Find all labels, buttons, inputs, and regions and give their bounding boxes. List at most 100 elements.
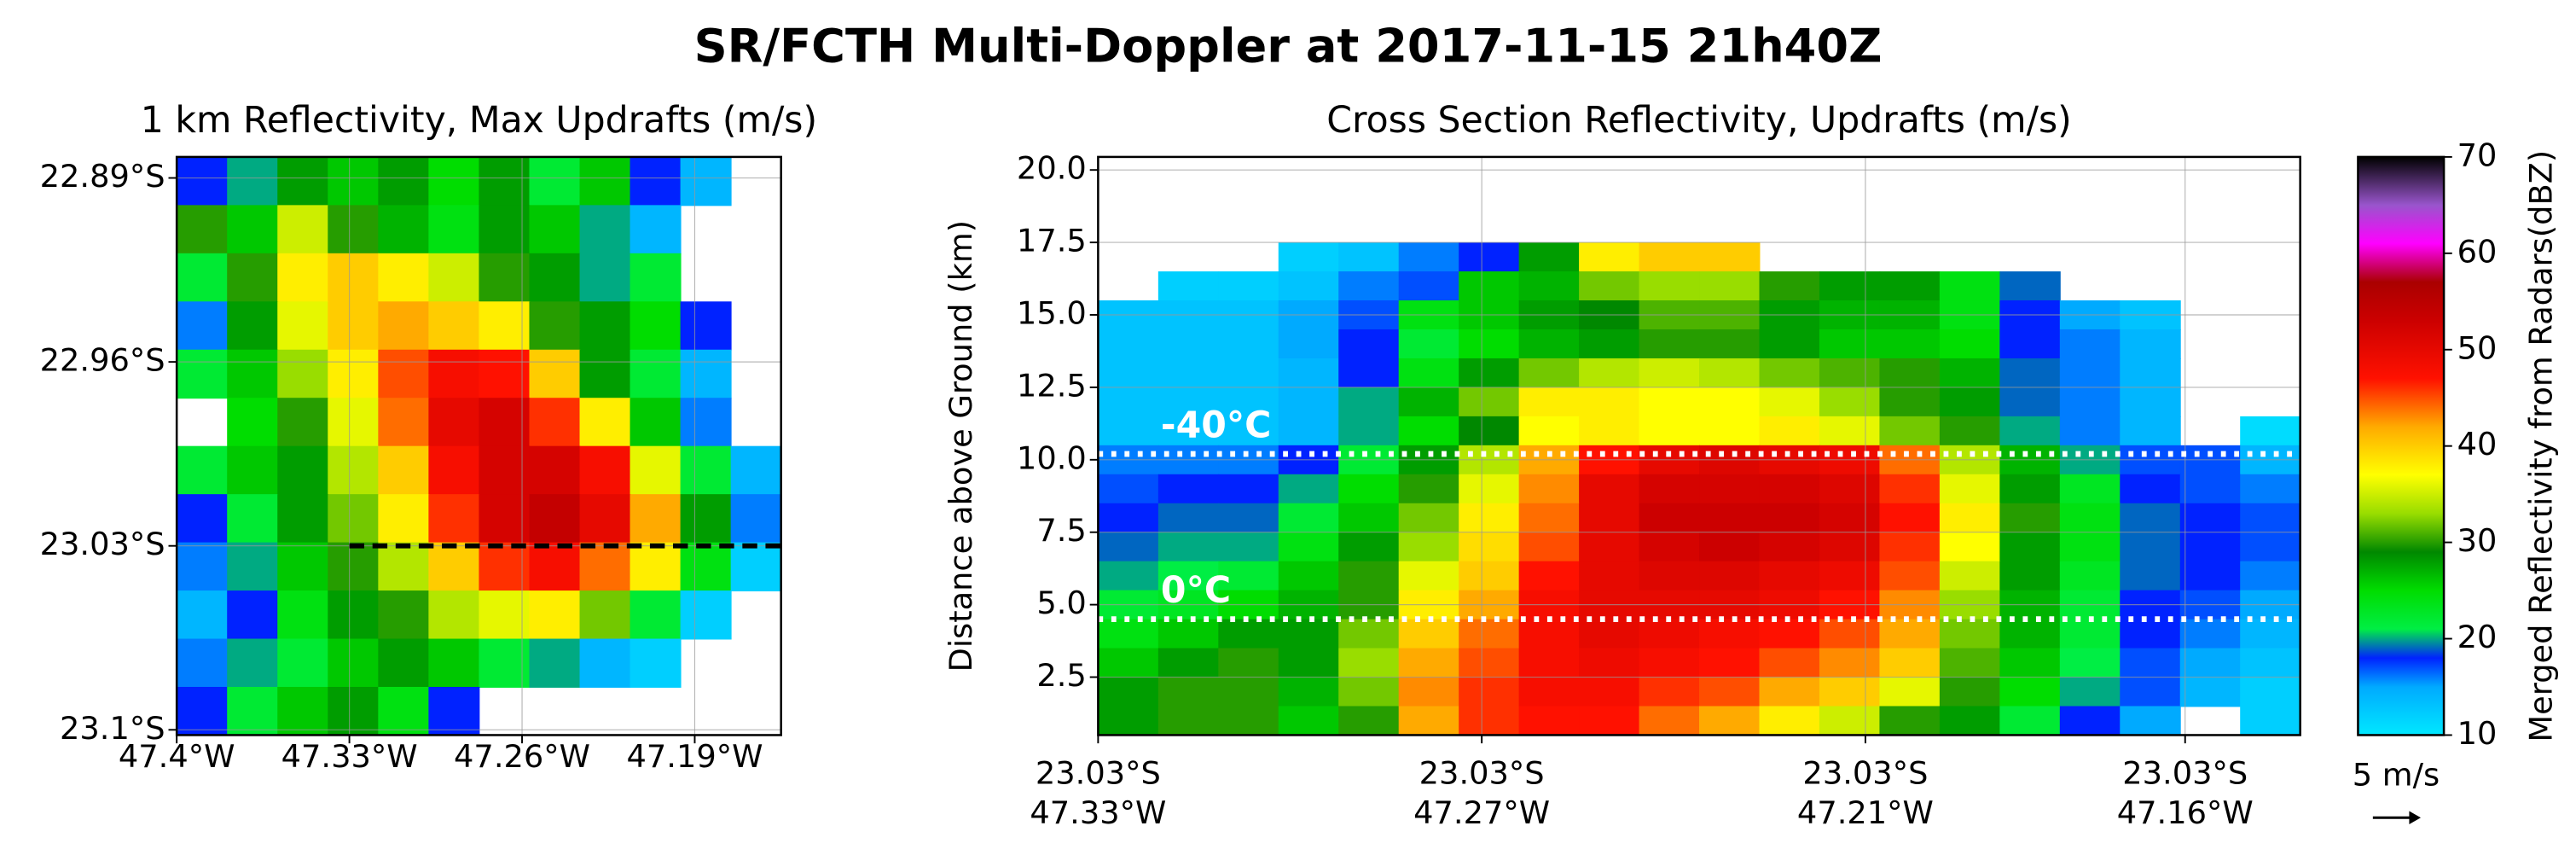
heatmap-cell: [428, 445, 480, 496]
heatmap-cell: [1939, 619, 2001, 649]
heatmap-cell: [1398, 648, 1460, 678]
heatmap-cell: [378, 301, 430, 351]
heatmap-cell: [1157, 706, 1220, 736]
heatmap-cell: [1819, 648, 1881, 678]
heatmap-cell: [328, 638, 380, 688]
heatmap-cell: [1639, 329, 1700, 359]
heatmap-cell: [2179, 474, 2242, 504]
heatmap-cell: [1819, 677, 1881, 707]
heatmap-cell: [277, 156, 329, 206]
heatmap-cell: [1098, 532, 1159, 562]
heatmap-cell: [1459, 416, 1520, 446]
heatmap-cell: [479, 398, 531, 447]
heatmap-cell: [1879, 358, 1941, 388]
heatmap-cell: [1759, 648, 1820, 678]
heatmap-cell: [1398, 503, 1460, 533]
heatmap-cell: [1398, 242, 1460, 273]
heatmap-cell: [227, 301, 279, 351]
heatmap-cell: [2120, 329, 2181, 359]
heatmap-cell: [479, 590, 531, 640]
heatmap-cell: [629, 301, 682, 351]
heatmap-cell: [1639, 387, 1700, 417]
heatmap-cell: [1278, 561, 1340, 591]
heatmap-cell: [1398, 706, 1460, 736]
heatmap-cell: [1699, 619, 1761, 649]
figure-title: SR/FCTH Multi-Doppler at 2017-11-15 21h4…: [694, 20, 1883, 73]
heatmap-cell: [177, 205, 229, 254]
heatmap-cell: [1759, 387, 1820, 417]
heatmap-cell: [1639, 271, 1700, 301]
heatmap-cell: [680, 398, 732, 447]
heatmap-cell: [378, 590, 430, 640]
heatmap-cell: [479, 301, 531, 351]
heatmap-cell: [378, 686, 430, 736]
heatmap-cell: [529, 445, 581, 496]
heatmap-cell: [1459, 358, 1520, 388]
heatmap-cell: [579, 156, 631, 206]
heatmap-cell: [579, 301, 631, 351]
heatmap-cell: [1819, 503, 1881, 533]
section-title: Cross Section Reflectivity, Updrafts (m/…: [1326, 99, 2071, 142]
heatmap-cell: [1759, 416, 1820, 446]
heatmap-cell: [1459, 329, 1520, 359]
heatmap-cell: [1459, 561, 1520, 591]
heatmap-cell: [1157, 619, 1220, 649]
heatmap-cell: [2059, 387, 2121, 417]
heatmap-cell: [1579, 619, 1640, 649]
heatmap-cell: [2120, 677, 2181, 707]
heatmap-cell: [479, 445, 531, 496]
y-tick-label: 15.0: [1017, 295, 1087, 332]
heatmap-cell: [2120, 532, 2181, 562]
x-tick-label: 47.4°W: [119, 738, 235, 775]
heatmap-cell: [1218, 503, 1279, 533]
heatmap-cell: [629, 494, 682, 544]
heatmap-cell: [2240, 532, 2301, 562]
heatmap-cell: [328, 349, 380, 399]
heatmap-cell: [529, 253, 581, 303]
heatmap-cell: [378, 494, 430, 544]
heatmap-cell: [1759, 561, 1820, 591]
heatmap-cell: [1157, 271, 1220, 301]
heatmap-cell: [1338, 474, 1400, 504]
heatmap-cell: [1338, 329, 1400, 359]
heatmap-cell: [1639, 474, 1700, 504]
heatmap-cell: [2059, 677, 2121, 707]
heatmap-cell: [177, 542, 229, 592]
heatmap-cell: [1098, 503, 1159, 533]
heatmap-cell: [529, 205, 581, 254]
axes-frame: [1097, 155, 2301, 736]
heatmap-cell: [579, 205, 631, 254]
heatmap-cell: [378, 445, 430, 496]
heatmap-cell: [1639, 503, 1700, 533]
heatmap-cell: [1278, 648, 1340, 678]
y-tick-label: 7.5: [1036, 512, 1086, 549]
heatmap-cell: [629, 205, 682, 254]
heatmap-cell: [2179, 503, 2242, 533]
heatmap-cell: [529, 638, 581, 688]
heatmap-cell: [1459, 619, 1520, 649]
heatmap-cell: [1278, 474, 1340, 504]
heatmap-cell: [277, 542, 329, 592]
heatmap-cell: [277, 494, 329, 544]
heatmap-cell: [1819, 358, 1881, 388]
heatmap-cell: [1398, 329, 1460, 359]
colorbar-tick-label: 20: [2457, 619, 2498, 655]
heatmap-cell: [1338, 387, 1400, 417]
heatmap-cell: [1098, 706, 1159, 736]
heatmap-cell: [529, 349, 581, 399]
heatmap-cell: [1639, 358, 1700, 388]
heatmap-cell: [2240, 474, 2301, 504]
heatmap-cell: [428, 638, 480, 688]
heatmap-cell: [1157, 416, 1220, 446]
heatmap-cell: [2059, 532, 2121, 562]
heatmap-cell: [1999, 706, 2061, 736]
heatmap-cell: [2059, 474, 2121, 504]
heatmap-cell: [1579, 503, 1640, 533]
y-tick-label: 23.1°S: [60, 710, 165, 747]
y-tick-label: 20.0: [1017, 150, 1087, 187]
heatmap-cell: [1879, 677, 1941, 707]
y-tick-label: 5.0: [1036, 585, 1086, 621]
heatmap-cell: [1518, 329, 1581, 359]
heatmap-cell: [227, 686, 279, 736]
heatmap-cell: [1218, 561, 1279, 591]
